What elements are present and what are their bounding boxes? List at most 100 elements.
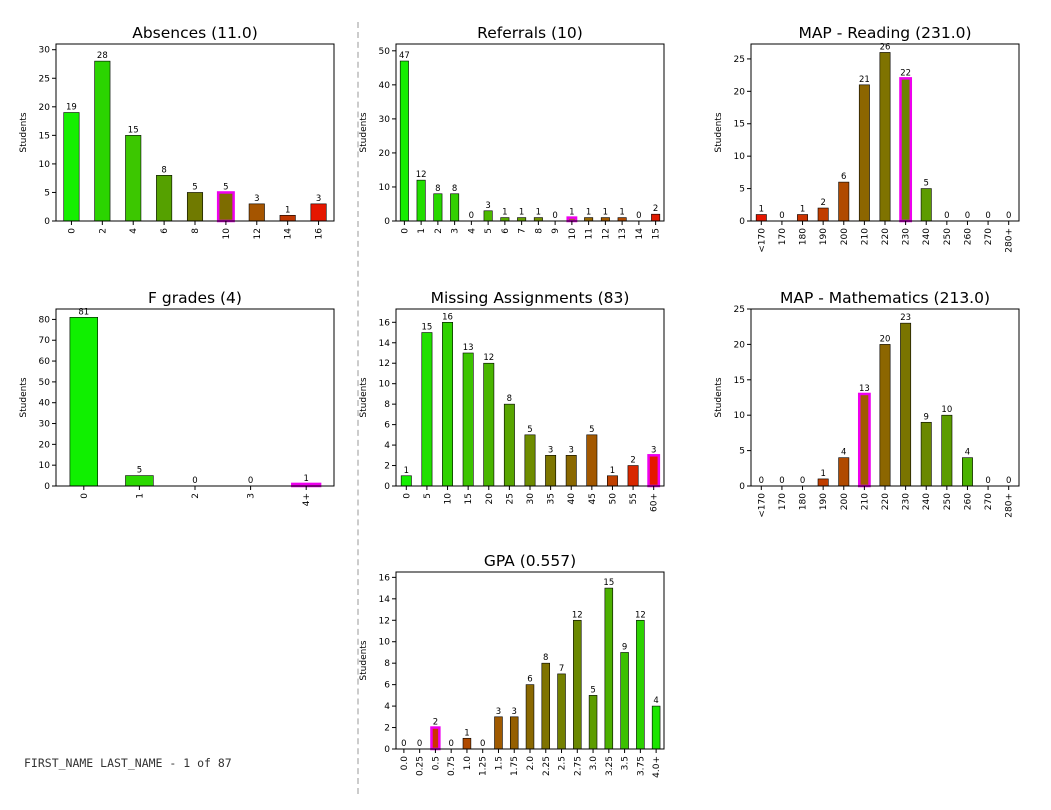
bar-value-label: 21 <box>859 75 870 85</box>
bar-value-label: 8 <box>452 184 457 194</box>
chart-title: Missing Assignments (83) <box>431 289 630 307</box>
x-tick-label: 25 <box>505 493 515 504</box>
bar-value-label: 1 <box>404 466 409 476</box>
chart-title: Referrals (10) <box>477 24 583 42</box>
x-tick-label: 2 <box>98 228 108 234</box>
bar-value-label: 19 <box>66 103 77 113</box>
x-tick-label: 270 <box>984 493 994 510</box>
plot-frame <box>750 308 1020 487</box>
x-tick-label: 1.75 <box>510 756 520 776</box>
x-tick-label: 210 <box>860 228 870 245</box>
x-tick-label: 170 <box>778 228 788 245</box>
x-tick-label: 8 <box>534 228 544 234</box>
bar-value-label: 9 <box>924 412 929 422</box>
bar-value-label: 0 <box>192 476 197 486</box>
bar-value-label: 13 <box>859 384 870 394</box>
bar <box>421 332 433 487</box>
x-tick-label: 190 <box>819 493 829 510</box>
bar-value-label: 15 <box>603 578 614 588</box>
bar-value-label: 12 <box>483 353 494 363</box>
bar <box>462 737 472 750</box>
x-tick-label: 3 <box>247 493 257 499</box>
y-tick-label: 40 <box>379 81 391 91</box>
bar <box>651 705 661 750</box>
x-tick-label: 10 <box>222 228 232 240</box>
bar-value-label: 9 <box>622 642 627 652</box>
highlighted-bar <box>566 216 578 223</box>
bar <box>483 362 495 487</box>
y-tick-label: 25 <box>39 74 50 84</box>
x-tick-label: 240 <box>922 228 932 245</box>
bar-value-label: 0 <box>552 211 557 221</box>
x-tick-label: 20 <box>485 493 495 505</box>
bar-value-label: 5 <box>924 179 929 189</box>
x-tick-label: 4.0+ <box>652 756 662 778</box>
bar <box>797 214 808 222</box>
bar-value-label: 0 <box>401 739 406 749</box>
x-tick-label: 4 <box>467 228 477 234</box>
bar-value-label: 0 <box>248 476 253 486</box>
bar <box>588 695 598 750</box>
x-tick-label: 3 <box>451 228 461 234</box>
y-axis-label: Students <box>19 112 29 152</box>
bar-value-label: 3 <box>651 445 656 455</box>
bar <box>156 175 173 222</box>
bar <box>541 662 551 750</box>
plot-frame <box>395 571 665 750</box>
x-tick-label: 3.0 <box>589 756 599 771</box>
x-tick-label: 35 <box>547 493 557 504</box>
bar-value-label: 1 <box>502 208 507 218</box>
bar <box>584 217 594 222</box>
x-tick-label: 30 <box>526 493 536 505</box>
y-tick-label: 0 <box>739 482 745 492</box>
plot-frame <box>55 308 335 487</box>
x-tick-label: 270 <box>984 228 994 245</box>
missing-assignments-chart: Missing Assignments (83)Students02468101… <box>359 289 665 512</box>
x-tick-label: 8 <box>191 228 201 234</box>
bar-value-label: 2 <box>433 718 438 728</box>
bar <box>524 434 536 487</box>
y-tick-label: 16 <box>379 573 391 583</box>
bar <box>617 217 627 222</box>
bar-value-label: 0 <box>480 739 485 749</box>
bar <box>962 457 973 487</box>
y-tick-label: 10 <box>379 638 391 648</box>
x-tick-label: 4 <box>129 228 139 234</box>
y-tick-label: 20 <box>734 87 746 97</box>
x-tick-label: 210 <box>860 493 870 510</box>
student-label: FIRST_NAME LAST_NAME - 1 of 87 <box>24 756 232 770</box>
x-tick-label: 220 <box>881 228 891 245</box>
plot-frame <box>395 308 665 487</box>
bar <box>310 203 327 222</box>
bar <box>879 52 891 222</box>
chart-title: MAP - Reading (231.0) <box>798 24 971 42</box>
y-tick-label: 60 <box>39 357 51 367</box>
y-tick-label: 0 <box>384 745 390 755</box>
x-tick-label: 3.25 <box>605 756 615 776</box>
bar-value-label: 3 <box>485 201 490 211</box>
x-tick-label: 240 <box>922 493 932 510</box>
x-tick-label: 0.75 <box>447 756 457 776</box>
x-tick-label: 280+ <box>1005 228 1015 253</box>
bar-value-label: 23 <box>900 313 911 323</box>
bar <box>500 217 510 222</box>
y-tick-label: 14 <box>379 595 391 605</box>
y-tick-label: 50 <box>39 378 51 388</box>
bar-value-label: 1 <box>519 208 524 218</box>
x-tick-label: 0.0 <box>400 756 410 771</box>
bar-value-label: 3 <box>569 445 574 455</box>
x-tick-label: 230 <box>902 228 912 245</box>
x-tick-label: 1.0 <box>463 756 473 771</box>
x-tick-label: 4+ <box>302 493 312 506</box>
y-tick-label: 50 <box>379 47 391 57</box>
bar <box>509 716 519 750</box>
bar-value-label: 1 <box>464 728 469 738</box>
y-tick-label: 12 <box>379 359 390 369</box>
bar-value-label: 8 <box>435 184 440 194</box>
y-tick-label: 0 <box>384 482 390 492</box>
y-tick-label: 8 <box>384 659 390 669</box>
bar <box>483 210 493 222</box>
bar-value-label: 4 <box>653 696 658 706</box>
